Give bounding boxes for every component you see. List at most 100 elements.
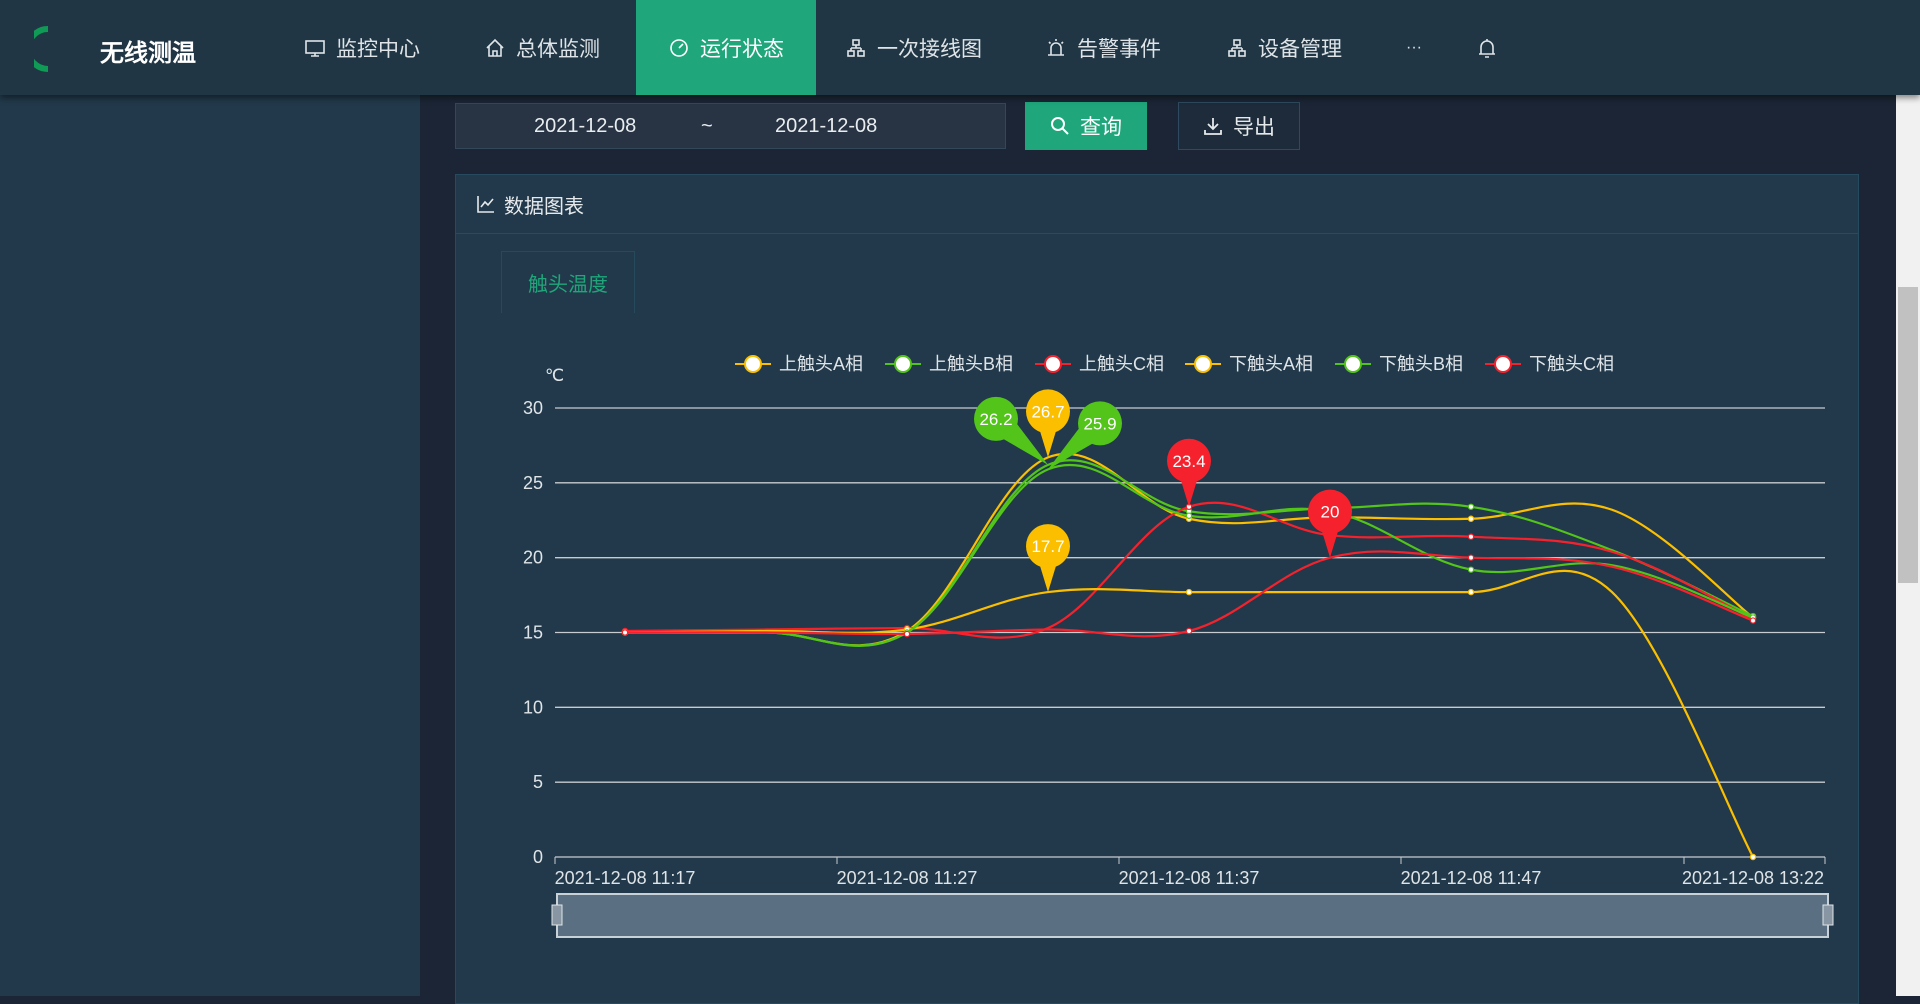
sitemap-icon	[1228, 38, 1246, 57]
y-tick-label: 20	[523, 548, 543, 568]
data-zoom-slider[interactable]	[556, 893, 1829, 938]
card-header: 数据图表	[456, 175, 1858, 234]
alarm-icon	[1048, 38, 1064, 56]
nav-label: 一次接线图	[877, 37, 982, 61]
data-zoom-handle[interactable]	[1822, 904, 1834, 926]
tab-contact-temperature[interactable]: 触头温度	[501, 251, 635, 313]
pin-value: 25.9	[1083, 414, 1116, 433]
legend-label: 下触头C相	[1529, 354, 1614, 374]
legend-label: 上触头C相	[1079, 354, 1164, 374]
pin-head	[1308, 489, 1352, 534]
pin-head	[1026, 389, 1070, 434]
sidebar	[0, 95, 420, 996]
legend-item-0[interactable]: 上触头A相	[735, 354, 863, 374]
x-tick-label: 2021-12-08 13:22	[1682, 868, 1824, 888]
legend-marker-icon	[1494, 355, 1512, 373]
markpoint-pin: 20	[1308, 489, 1352, 558]
nav-device-management[interactable]: 设备管理	[1226, 0, 1342, 95]
data-point	[1467, 515, 1475, 522]
search-icon	[1051, 117, 1069, 135]
pin-value: 26.2	[979, 410, 1012, 429]
card-title: 数据图表	[504, 195, 584, 218]
legend-item-5[interactable]: 下触头C相	[1485, 354, 1614, 374]
nav-more[interactable]: ···	[1406, 38, 1422, 56]
nav-wiring-diagram[interactable]: 一次接线图	[845, 0, 982, 95]
pin-head	[1078, 401, 1122, 446]
legend-label: 上触头B相	[929, 354, 1013, 374]
legend-marker-icon	[894, 355, 912, 373]
data-point	[1185, 627, 1193, 635]
legend-label: 下触头B相	[1379, 354, 1463, 374]
pin-value: 20	[1321, 503, 1340, 522]
y-tick-label: 5	[533, 772, 543, 792]
y-tick-label: 10	[523, 697, 543, 717]
sitemap-icon	[847, 38, 865, 57]
markpoint-pin: 26.2	[974, 396, 1048, 465]
data-zoom-handle[interactable]	[551, 904, 563, 926]
markpoint-pin: 26.7	[1026, 389, 1070, 458]
nav-overall-monitoring[interactable]: 总体监测	[484, 0, 600, 95]
series-line-2	[624, 501, 1754, 639]
y-tick-label: 0	[533, 847, 543, 867]
markpoint-pin: 25.9	[1048, 401, 1122, 470]
legend-marker-icon	[1344, 355, 1362, 373]
data-chart-card: 数据图表 触头温度	[455, 174, 1859, 1004]
nav-alarm-events[interactable]: 告警事件	[1045, 0, 1161, 95]
legend-marker-icon	[1044, 355, 1062, 373]
nav-label: 监控中心	[336, 37, 420, 61]
nav-label: 告警事件	[1077, 37, 1161, 61]
pin-head	[1167, 438, 1211, 483]
dashboard-icon	[670, 38, 688, 57]
data-point	[1749, 617, 1757, 624]
page-scrollbar[interactable]	[1896, 95, 1920, 996]
data-point	[621, 629, 629, 636]
pin-head	[1026, 524, 1070, 569]
y-axis-unit: ℃	[545, 366, 564, 385]
export-label: 导出	[1233, 116, 1275, 139]
x-tick-label: 2021-12-08 11:17	[555, 868, 696, 888]
y-tick-label: 15	[523, 623, 543, 643]
data-point	[1467, 588, 1475, 596]
nav-label: 设备管理	[1258, 37, 1342, 61]
y-tick-label: 25	[523, 473, 543, 493]
data-point	[1467, 533, 1475, 540]
scrollbar-thumb[interactable]	[1898, 287, 1918, 583]
legend-item-1[interactable]: 上触头B相	[885, 354, 1013, 374]
x-tick-label: 2021-12-08 11:47	[1401, 868, 1542, 888]
legend-item-3[interactable]: 下触头A相	[1185, 354, 1313, 374]
nav-running-status[interactable]: 运行状态	[636, 0, 816, 95]
nav-label: 总体监测	[516, 37, 600, 61]
date-range-picker[interactable]: 2021-12-08 ~ 2021-12-08	[455, 103, 1006, 149]
home-icon	[486, 38, 504, 57]
pin-head	[974, 396, 1018, 441]
query-button[interactable]: 查询	[1025, 102, 1147, 150]
monitor-icon	[305, 39, 325, 57]
legend-item-4[interactable]: 下触头B相	[1335, 354, 1463, 374]
legend-item-2[interactable]: 上触头C相	[1035, 354, 1164, 374]
top-nav-bar: 无线测温 监控中心 总体监测 运行状态 一次接线图 告警事件 设备管理 ···	[0, 0, 1920, 95]
y-tick-label: 30	[523, 398, 543, 418]
legend-label: 上触头A相	[779, 354, 863, 374]
pin-value: 17.7	[1031, 537, 1064, 556]
query-label: 查询	[1080, 116, 1122, 139]
legend-marker-icon	[1194, 355, 1212, 373]
series-line-4	[625, 463, 1754, 647]
x-tick-label: 2021-12-08 11:27	[837, 868, 978, 888]
logo	[34, 26, 49, 72]
start-date-input[interactable]: 2021-12-08	[534, 115, 637, 137]
data-point	[1749, 853, 1757, 861]
end-date-input[interactable]: 2021-12-08	[775, 115, 878, 137]
x-tick-label: 2021-12-08 11:37	[1119, 868, 1260, 888]
export-button[interactable]: 导出	[1178, 102, 1300, 150]
notifications-button[interactable]	[1476, 0, 1498, 95]
data-point	[1185, 512, 1193, 519]
pin-value: 26.7	[1031, 402, 1064, 421]
series-line-3	[624, 569, 1754, 858]
data-point	[1467, 566, 1475, 573]
line-chart-icon	[477, 196, 494, 213]
data-point	[1467, 554, 1475, 561]
data-point	[1467, 503, 1475, 510]
pin-value: 23.4	[1172, 452, 1205, 471]
nav-monitor-center[interactable]: 监控中心	[304, 0, 420, 95]
